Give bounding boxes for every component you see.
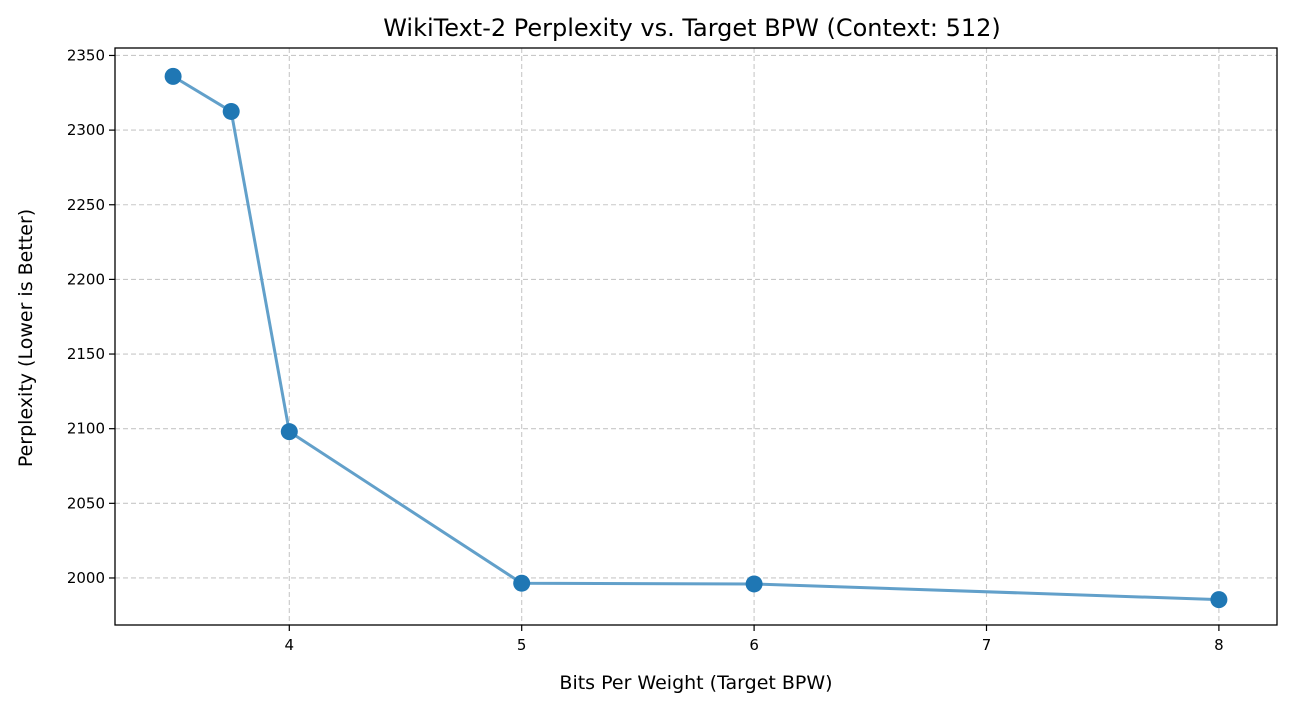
data-point — [280, 423, 298, 441]
y-tick-label: 2300 — [67, 121, 105, 139]
y-tick-label: 2100 — [67, 420, 105, 438]
x-tick-label: 8 — [1214, 636, 1224, 654]
series-layer — [164, 67, 1228, 609]
series-line — [172, 75, 1219, 602]
x-tick-label: 4 — [285, 636, 295, 654]
plot-frame — [114, 47, 1278, 626]
data-point — [1210, 591, 1228, 609]
y-tick-label: 2050 — [67, 494, 105, 512]
y-tick-label: 2200 — [67, 270, 105, 288]
data-point — [745, 575, 763, 593]
x-tick-label: 6 — [749, 636, 759, 654]
chart-title: WikiText-2 Perplexity vs. Target BPW (Co… — [383, 14, 1001, 42]
data-point — [513, 574, 531, 592]
y-tick-label: 2250 — [67, 196, 105, 214]
data-point — [164, 67, 182, 85]
x-axis-label: Bits Per Weight (Target BPW) — [559, 672, 832, 694]
axes: 4 5 6 7 8 2000 2050 2100 2150 2200 2250 2300 2350 — [67, 46, 1278, 654]
x-tick-label: 5 — [517, 636, 527, 654]
data-point — [222, 102, 240, 120]
x-tick-label: 7 — [982, 636, 992, 654]
y-tick-label: 2150 — [67, 345, 105, 363]
gridlines — [115, 48, 1277, 625]
y-tick-label: 2000 — [67, 569, 105, 587]
y-tick-label: 2350 — [67, 46, 105, 64]
y-axis-label: Perplexity (Lower is Better) — [15, 209, 37, 467]
